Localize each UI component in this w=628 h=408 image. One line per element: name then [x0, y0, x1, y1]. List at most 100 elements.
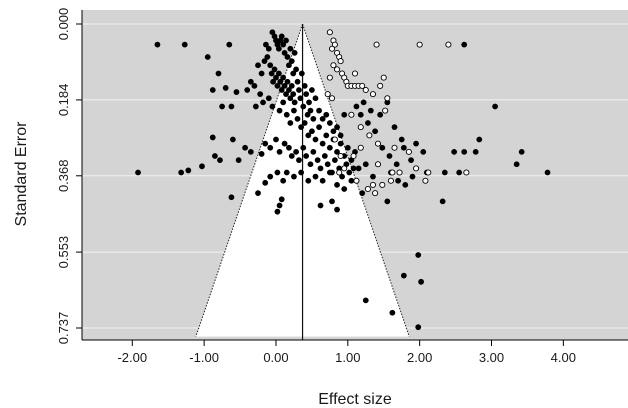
- imputed-point: [364, 185, 371, 193]
- observed-point: [331, 157, 338, 164]
- observed-point: [283, 91, 289, 98]
- y-axis: 0.000 0.184 0.368 0.553 0.737: [56, 8, 83, 344]
- imputed-point: [357, 124, 364, 131]
- observed-point: [544, 169, 551, 176]
- observed-point: [293, 148, 299, 155]
- y-tick-label: 0.368: [56, 160, 71, 193]
- observed-point: [377, 111, 384, 118]
- imputed-point: [326, 74, 333, 81]
- observed-point: [280, 41, 287, 48]
- observed-point: [321, 153, 328, 159]
- observed-point: [312, 173, 319, 180]
- y-tick-label: 0.000: [56, 8, 71, 41]
- observed-point: [439, 198, 446, 205]
- imputed-point: [380, 74, 387, 81]
- observed-point: [291, 173, 297, 180]
- observed-point: [330, 128, 337, 135]
- imputed-point: [389, 169, 396, 176]
- observed-point: [297, 95, 304, 102]
- observed-point: [298, 169, 305, 176]
- imputed-point: [357, 144, 364, 151]
- observed-point: [319, 140, 326, 147]
- observed-point: [389, 309, 396, 316]
- imputed-point: [382, 107, 389, 114]
- observed-point: [288, 82, 295, 89]
- observed-point: [209, 87, 216, 93]
- observed-point: [262, 140, 269, 147]
- observed-point: [265, 95, 272, 102]
- imputed-point: [362, 86, 369, 94]
- observed-point: [261, 58, 268, 65]
- observed-point: [233, 89, 240, 95]
- imputed-point: [422, 177, 429, 184]
- observed-point: [262, 179, 269, 186]
- x-axis-title: Effect size: [318, 391, 392, 408]
- imputed-point: [350, 152, 357, 160]
- observed-point: [391, 124, 398, 131]
- observed-point: [185, 167, 192, 174]
- x-tick-label: 2.00: [407, 350, 432, 365]
- imputed-point: [341, 165, 348, 172]
- observed-point: [269, 103, 276, 110]
- observed-point: [219, 103, 225, 110]
- observed-point: [305, 177, 312, 184]
- observed-point: [317, 202, 324, 209]
- observed-point: [420, 148, 427, 155]
- observed-point: [310, 148, 317, 155]
- observed-point: [334, 181, 340, 188]
- observed-point: [228, 194, 235, 201]
- observed-point: [270, 78, 276, 85]
- imputed-point: [333, 66, 341, 73]
- observed-point: [334, 206, 340, 213]
- observed-point: [316, 124, 322, 131]
- observed-point: [312, 95, 319, 102]
- observed-point: [337, 140, 344, 147]
- observed-point: [276, 148, 283, 155]
- imputed-point: [326, 29, 333, 36]
- observed-point: [278, 87, 285, 93]
- observed-point: [287, 95, 294, 102]
- observed-point: [409, 173, 416, 180]
- imputed-point: [373, 41, 380, 48]
- observed-point: [472, 148, 479, 155]
- observed-point: [288, 58, 295, 65]
- imputed-point: [413, 165, 420, 172]
- imputed-point: [374, 140, 382, 147]
- y-tick-label: 0.553: [56, 236, 71, 269]
- observed-point: [215, 70, 222, 77]
- imputed-point: [366, 132, 373, 139]
- observed-point: [284, 54, 291, 60]
- observed-point: [274, 169, 281, 176]
- observed-point: [441, 169, 448, 176]
- observed-point: [283, 169, 290, 176]
- x-tick-label: -2.00: [117, 350, 147, 365]
- observed-point: [251, 82, 258, 89]
- observed-point: [400, 144, 407, 151]
- imputed-point: [387, 177, 394, 184]
- observed-point: [281, 140, 288, 147]
- observed-point: [323, 111, 330, 118]
- observed-point: [355, 165, 362, 172]
- observed-point: [287, 45, 294, 52]
- observed-point: [362, 161, 369, 168]
- observed-point: [337, 132, 344, 139]
- imputed-point: [337, 152, 344, 160]
- observed-point: [308, 128, 315, 135]
- x-tick-label: -1.00: [189, 350, 219, 365]
- imputed-point: [324, 91, 331, 98]
- observed-point: [461, 148, 468, 155]
- observed-point: [365, 120, 371, 126]
- observed-point: [408, 157, 414, 164]
- observed-point: [281, 82, 288, 89]
- observed-point: [370, 173, 376, 180]
- x-tick-label: 0.00: [263, 350, 288, 365]
- imputed-point: [337, 58, 344, 65]
- imputed-point: [463, 169, 470, 176]
- imputed-point: [377, 82, 384, 89]
- observed-point: [271, 66, 278, 73]
- imputed-point: [330, 62, 337, 69]
- imputed-point: [353, 177, 360, 184]
- observed-point: [278, 196, 285, 203]
- observed-point: [281, 49, 288, 56]
- observed-point: [275, 45, 282, 52]
